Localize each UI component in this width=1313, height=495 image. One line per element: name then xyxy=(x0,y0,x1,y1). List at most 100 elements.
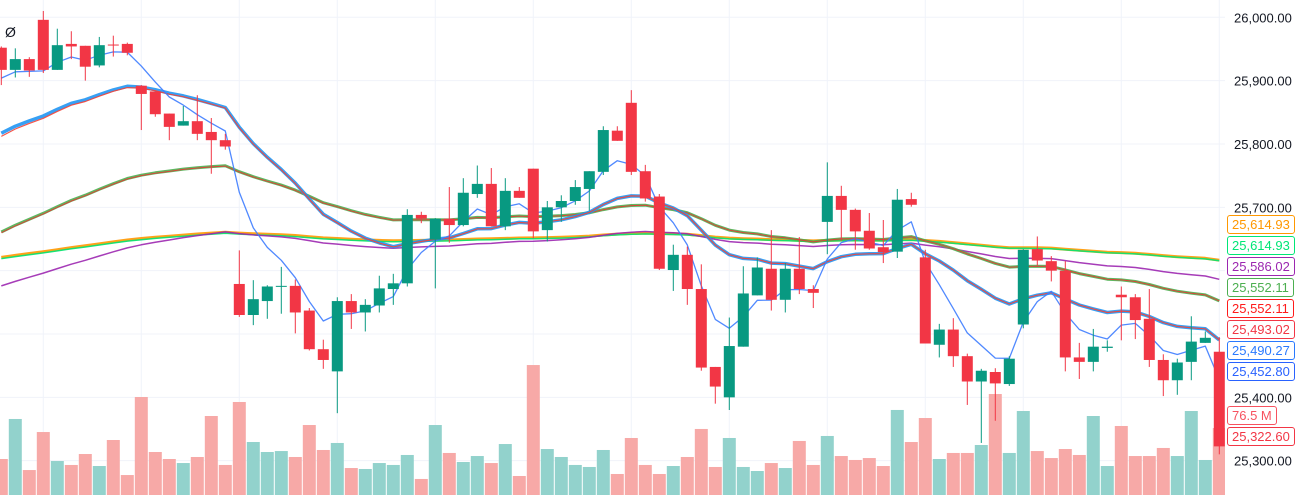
volume-bar xyxy=(260,451,274,495)
candle-body xyxy=(527,168,539,232)
volume-bar xyxy=(1142,456,1156,495)
candle-body xyxy=(737,293,749,347)
candle-body xyxy=(1087,346,1099,362)
volume-bar xyxy=(134,396,148,495)
candle-body xyxy=(1213,351,1225,447)
volume-bar xyxy=(694,428,708,495)
candle-body xyxy=(1157,359,1169,381)
volume-bar xyxy=(638,464,652,495)
candle-body xyxy=(1143,318,1155,360)
volume-bar xyxy=(78,454,92,495)
volume-bar xyxy=(414,478,428,495)
volume-bar xyxy=(1170,456,1184,495)
indicator-value-label: 25,614.93 xyxy=(1227,215,1295,234)
candle-body xyxy=(877,247,889,253)
volume-bar xyxy=(106,439,120,495)
volume-value-label: 76.5 M xyxy=(1227,406,1277,425)
volume-bar xyxy=(162,459,176,495)
candle-body xyxy=(653,196,665,269)
candle-body xyxy=(191,121,203,134)
candle-body xyxy=(583,171,595,189)
candle-body xyxy=(275,285,287,287)
candle-body xyxy=(807,289,819,293)
indicator-value-label: 25,452.80 xyxy=(1227,362,1295,381)
volume-bar xyxy=(890,409,904,495)
candle-body xyxy=(485,183,497,227)
candle-body xyxy=(23,59,35,71)
candle-body xyxy=(891,199,903,252)
volume-bar xyxy=(498,444,512,495)
candle-body xyxy=(1073,357,1085,362)
candle-body xyxy=(597,130,609,172)
candle-body xyxy=(513,190,525,198)
candle-body xyxy=(219,140,231,147)
volume-bar xyxy=(946,452,960,495)
volume-bar xyxy=(456,461,470,495)
candle-body xyxy=(93,45,105,66)
volume-bar xyxy=(960,452,974,495)
candle-body xyxy=(975,370,987,382)
moving-average-line xyxy=(1,51,1220,380)
moving-averages xyxy=(0,51,1221,380)
candle-body xyxy=(905,199,917,205)
volume-bars xyxy=(0,365,1225,495)
candle-body xyxy=(1045,261,1057,271)
volume-bar xyxy=(1128,456,1142,495)
volume-bar xyxy=(22,470,36,495)
candle-body xyxy=(415,214,427,219)
volume-bar xyxy=(1016,411,1030,495)
volume-bar xyxy=(470,456,484,495)
volume-bar xyxy=(302,425,316,495)
candle-body xyxy=(1101,346,1113,348)
price-axis[interactable]: 26,000.00 25,900.00 25,800.00 25,700.00 25,4… xyxy=(1234,10,1292,468)
volume-bar xyxy=(736,466,750,495)
candle-body xyxy=(1059,270,1071,358)
candle-body xyxy=(149,91,161,115)
price-tick-label: 25,300.00 xyxy=(1234,454,1292,469)
volume-bar xyxy=(386,464,400,495)
candle-body xyxy=(625,102,637,172)
candle-body xyxy=(695,289,707,368)
volume-bar xyxy=(1184,411,1198,495)
volume-bar xyxy=(974,444,988,495)
volume-bar xyxy=(1086,416,1100,495)
candle-body xyxy=(863,230,875,249)
indicator-value-label: 25,490.27 xyxy=(1227,341,1295,360)
volume-bar xyxy=(246,442,260,495)
candle-body xyxy=(555,200,567,208)
volume-bar xyxy=(568,464,582,495)
volume-bar xyxy=(50,461,64,495)
moving-average-line xyxy=(1,165,1220,302)
volume-bar xyxy=(820,435,834,495)
volume-bar xyxy=(722,437,736,495)
volume-bar xyxy=(778,468,792,495)
last-price-label: 25,322.60 xyxy=(1227,427,1295,446)
volume-bar xyxy=(792,440,806,495)
candle-body xyxy=(401,214,413,284)
candle-body xyxy=(387,283,399,290)
volume-bar xyxy=(0,459,8,495)
indicator-value-label: 25,614.93 xyxy=(1227,236,1295,255)
candle-body xyxy=(1003,358,1015,385)
volume-bar xyxy=(1072,454,1086,495)
price-tick-label: 25,700.00 xyxy=(1234,200,1292,215)
candle-body xyxy=(1031,249,1043,261)
volume-bar xyxy=(64,464,78,495)
candle-body xyxy=(9,59,21,70)
volume-bar xyxy=(400,454,414,495)
volume-bar xyxy=(988,394,1002,495)
volume-bar xyxy=(288,456,302,495)
volume-bar xyxy=(680,456,694,495)
volume-bar xyxy=(848,459,862,495)
volume-bar xyxy=(624,437,638,495)
candle-body xyxy=(499,190,511,227)
candle-body xyxy=(51,45,63,70)
candle-body xyxy=(1199,337,1211,343)
candle-body xyxy=(107,44,119,46)
volume-bar xyxy=(652,473,666,495)
candle-body xyxy=(569,187,581,201)
candle-body xyxy=(639,171,651,199)
candle-body xyxy=(849,209,861,232)
indicator-value-label: 25,493.02 xyxy=(1227,320,1295,339)
